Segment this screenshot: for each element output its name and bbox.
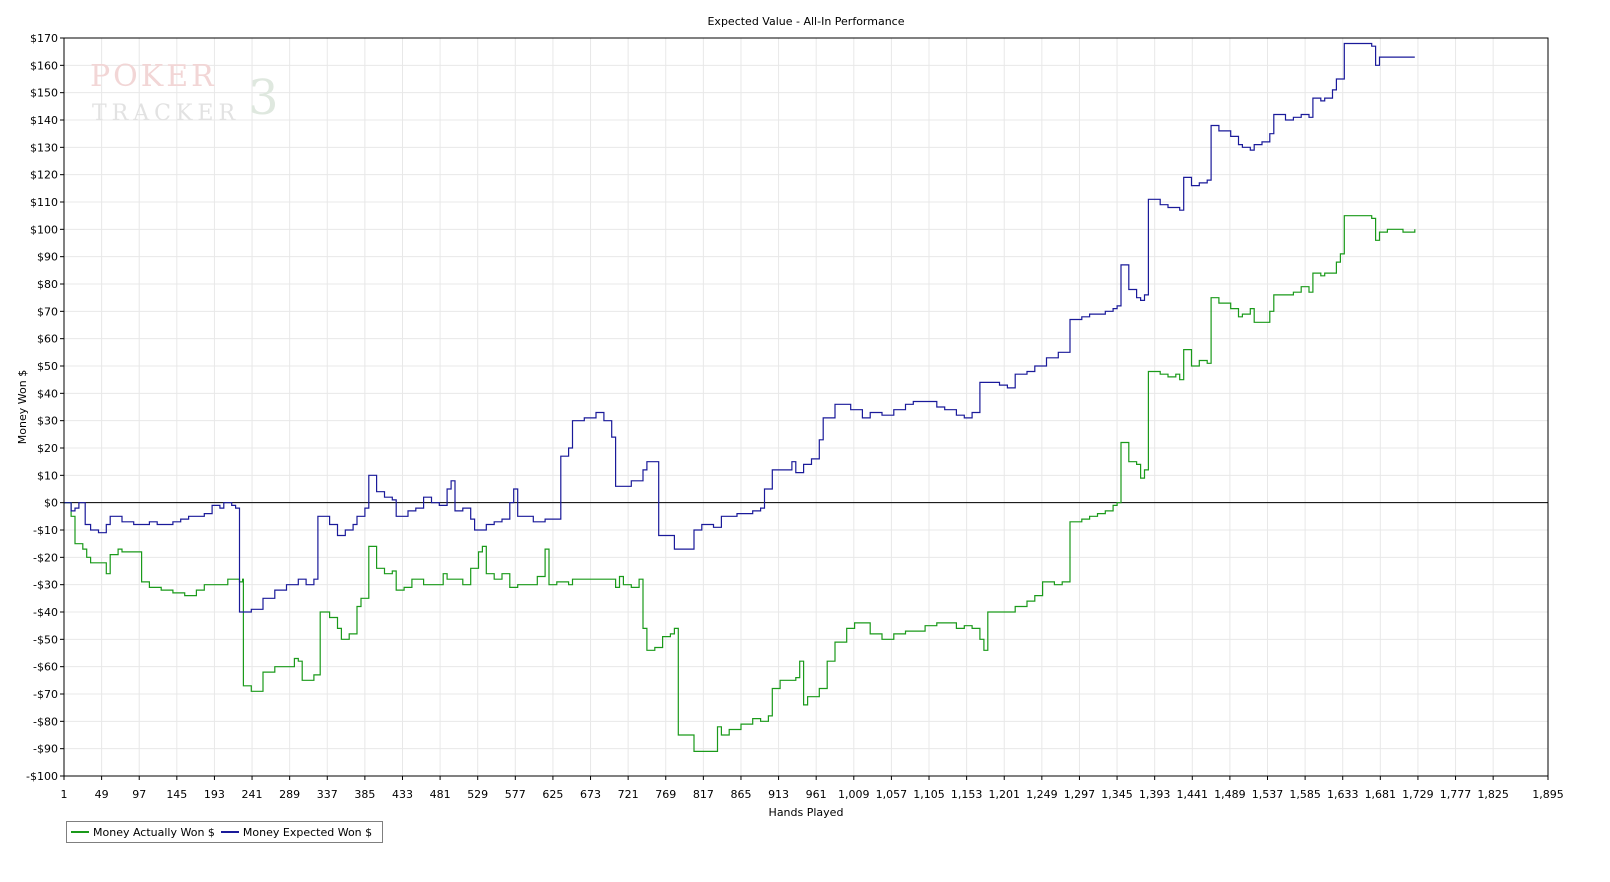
x-tick-label: 385 <box>354 788 375 801</box>
x-tick-label: 1,393 <box>1139 788 1171 801</box>
x-tick-label: 577 <box>505 788 526 801</box>
x-tick-label: 1,585 <box>1289 788 1321 801</box>
x-tick-label: 1,729 <box>1402 788 1434 801</box>
logo-line1: POKER <box>90 59 217 94</box>
y-tick-label: -$30 <box>33 579 58 592</box>
x-tick-label: 289 <box>279 788 300 801</box>
y-tick-label: $20 <box>37 442 58 455</box>
x-tick-label: 1,249 <box>1026 788 1058 801</box>
x-tick-label: 1,825 <box>1477 788 1509 801</box>
y-tick-label: -$80 <box>33 715 58 728</box>
x-tick-label: 145 <box>166 788 187 801</box>
x-tick-label: 1,441 <box>1177 788 1209 801</box>
chart-title: Expected Value - All-In Performance <box>707 15 904 28</box>
series-line-expected <box>64 42 1415 613</box>
plot-area <box>63 37 1549 777</box>
y-tick-label: $120 <box>30 169 58 182</box>
y-tick-label: $40 <box>37 387 58 400</box>
x-tick-label: 913 <box>768 788 789 801</box>
y-tick-label: $100 <box>30 223 58 236</box>
x-tick-label: 1,537 <box>1252 788 1284 801</box>
legend-item-expected: Money Expected Won $ <box>220 825 373 839</box>
x-tick-label: 241 <box>242 788 263 801</box>
series-line-actual <box>64 215 1416 752</box>
y-tick-label: $150 <box>30 87 58 100</box>
x-tick-label: 1,057 <box>876 788 908 801</box>
x-tick-label: 193 <box>204 788 225 801</box>
y-axis: -$100 -$90 -$80 -$70 -$60 -$50 -$40 -$30 -$20 -$1… <box>26 32 64 783</box>
y-tick-label: $60 <box>37 333 58 346</box>
y-tick-label: -$100 <box>26 770 58 783</box>
x-tick-label: 769 <box>655 788 676 801</box>
x-tick-label: 1,009 <box>838 788 870 801</box>
y-tick-label: $0 <box>44 497 58 510</box>
y-tick-label: $140 <box>30 114 58 127</box>
grid <box>63 37 1549 777</box>
y-tick-label: -$20 <box>33 551 58 564</box>
x-tick-label: 1,297 <box>1064 788 1096 801</box>
x-tick-label: 97 <box>132 788 146 801</box>
y-tick-label: $10 <box>37 469 58 482</box>
x-tick-label: 337 <box>317 788 338 801</box>
x-tick-label: 1 <box>61 788 68 801</box>
x-tick-label: 1,153 <box>951 788 983 801</box>
legend-label-expected: Money Expected Won $ <box>242 825 373 839</box>
x-tick-label: 961 <box>806 788 827 801</box>
x-tick-label: 625 <box>542 788 563 801</box>
x-tick-label: 433 <box>392 788 413 801</box>
x-tick-label: 1,633 <box>1327 788 1359 801</box>
legend: Money Actually Won $ Money Expected Won … <box>66 821 384 843</box>
y-tick-label: $170 <box>30 32 58 45</box>
x-tick-label: 673 <box>580 788 601 801</box>
x-tick-label: 721 <box>618 788 639 801</box>
y-tick-label: -$10 <box>33 524 58 537</box>
x-axis: 1 49 97 145 193 241 289 337 385 433 481 529 577 625 67… <box>61 776 1564 801</box>
x-tick-label: 481 <box>430 788 451 801</box>
y-tick-label: -$70 <box>33 688 58 701</box>
y-tick-label: -$40 <box>33 606 58 619</box>
x-tick-label: 1,489 <box>1214 788 1246 801</box>
y-tick-label: -$50 <box>33 633 58 646</box>
y-tick-label: $30 <box>37 415 58 428</box>
series-layer <box>64 42 1416 752</box>
x-tick-label: 529 <box>467 788 488 801</box>
x-tick-label: 1,777 <box>1440 788 1472 801</box>
y-tick-label: -$60 <box>33 661 58 674</box>
logo-line2: TRACKER <box>92 101 240 126</box>
legend-swatch-expected <box>220 831 239 833</box>
y-tick-label: $80 <box>37 278 58 291</box>
legend-swatch-actual <box>71 831 89 833</box>
y-tick-label: $70 <box>37 305 58 318</box>
y-tick-label: $110 <box>30 196 58 209</box>
x-tick-label: 1,345 <box>1101 788 1133 801</box>
x-tick-label: 49 <box>95 788 109 801</box>
x-tick-label: 1,105 <box>913 788 945 801</box>
x-tick-label: 1,895 <box>1532 788 1564 801</box>
y-tick-label: $90 <box>37 251 58 264</box>
x-axis-label: Hands Played <box>769 806 844 819</box>
pokertracker-logo: POKER TRACKER 3 <box>90 59 279 126</box>
y-tick-label: $160 <box>30 59 58 72</box>
legend-item-actual: Money Actually Won $ <box>71 826 215 839</box>
y-axis-label: Money Won $ <box>16 370 29 444</box>
y-tick-label: $130 <box>30 141 58 154</box>
y-tick-label: $50 <box>37 360 58 373</box>
legend-label-actual: Money Actually Won $ <box>93 825 215 839</box>
x-tick-label: 817 <box>693 788 714 801</box>
x-tick-label: 1,681 <box>1365 788 1397 801</box>
y-tick-label: -$90 <box>33 743 58 756</box>
x-tick-label: 865 <box>730 788 751 801</box>
logo-mark: 3 <box>248 70 279 126</box>
x-tick-label: 1,201 <box>988 788 1020 801</box>
